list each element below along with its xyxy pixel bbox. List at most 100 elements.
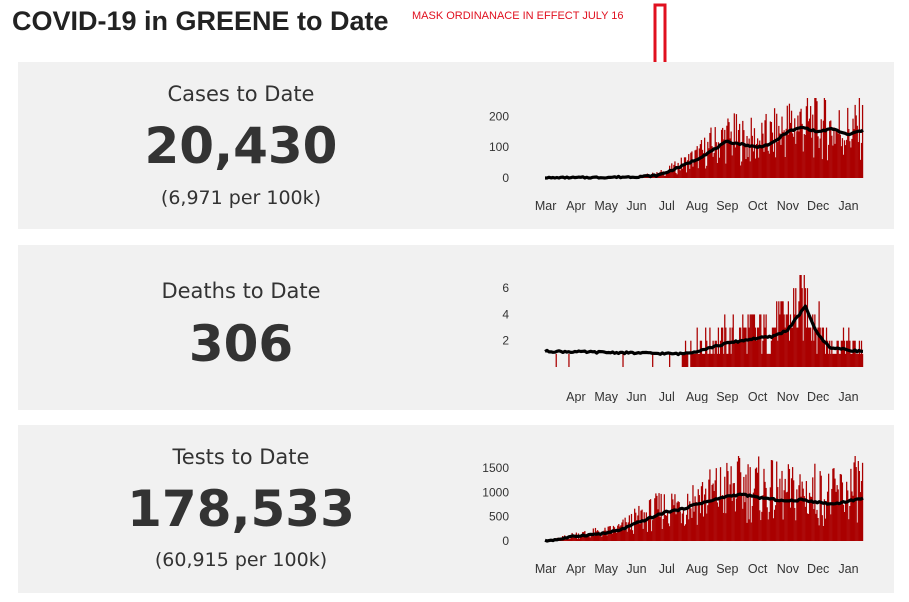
bar [826, 491, 829, 541]
bar [790, 110, 793, 178]
bar [720, 327, 723, 367]
bar [716, 353, 718, 367]
bar [681, 513, 683, 541]
bar [789, 314, 792, 367]
bar [767, 353, 769, 367]
x-tick-label: Sep [716, 390, 738, 403]
bar [838, 110, 840, 178]
bar [858, 340, 861, 367]
bar [729, 327, 731, 367]
bar [730, 466, 732, 541]
bar [798, 131, 800, 178]
bar [731, 500, 733, 541]
bar [743, 476, 745, 541]
bar [805, 106, 808, 178]
moving-average-line [544, 304, 864, 357]
bar [602, 533, 604, 541]
x-tick-label: Jan [838, 562, 858, 576]
bar [764, 120, 766, 178]
bar [807, 513, 810, 541]
bar [783, 314, 785, 367]
bar [722, 127, 724, 178]
bar [642, 528, 644, 541]
x-tick-label: Aug [686, 390, 708, 403]
bar [743, 130, 745, 178]
bar [782, 132, 784, 178]
bar [728, 495, 730, 541]
bar [646, 531, 649, 541]
bar [779, 478, 781, 541]
bar [727, 471, 729, 541]
bar [627, 522, 629, 541]
bar [846, 139, 848, 178]
bar [751, 135, 753, 178]
bar [784, 327, 786, 367]
bar [861, 353, 864, 367]
bar [854, 340, 856, 367]
bar [611, 533, 614, 541]
bar [857, 142, 859, 178]
bar [699, 340, 702, 367]
tests-per-100k: (60,915 per 100k) [154, 549, 328, 571]
bar [610, 530, 612, 541]
bar [848, 519, 850, 541]
bar [740, 472, 742, 541]
bar [805, 327, 808, 367]
x-tick-label: Jun [626, 199, 646, 213]
bar [789, 122, 792, 178]
bar [702, 153, 705, 178]
bar [599, 533, 601, 541]
bar [643, 512, 645, 541]
bar [850, 353, 852, 367]
tests-panel: Tests to Date 178,533 (60,915 per 100k) … [18, 425, 894, 593]
bar [689, 501, 691, 541]
bar [591, 533, 593, 541]
bar [794, 507, 796, 541]
bar [861, 104, 864, 178]
cases-chart: 0 100 200 Mar Apr May Jun Jul Aug Sep Oct Nov Dec Jan [489, 98, 864, 213]
bar [696, 146, 698, 178]
bar [690, 508, 692, 541]
bar [654, 498, 656, 541]
bar [750, 522, 752, 541]
tests-chart: 0 500 1000 1500 Mar Apr May Jun Jul Aug Sep Oct Nov D… [482, 456, 864, 576]
bar [586, 534, 588, 541]
bar [843, 140, 846, 178]
bar [830, 514, 832, 541]
bar [688, 154, 690, 178]
bar [811, 137, 813, 178]
x-tick-label: Nov [777, 390, 800, 403]
bar [749, 161, 751, 178]
moving-average-line [544, 492, 864, 543]
bar [820, 119, 822, 178]
bar [800, 108, 802, 178]
bar [587, 534, 589, 541]
bar [666, 171, 669, 178]
y-tick-label: 0 [502, 534, 509, 548]
bar [755, 143, 758, 178]
cases-label: Cases to Date [167, 82, 315, 106]
bar [762, 495, 764, 541]
bar [665, 171, 668, 178]
bar [849, 141, 851, 178]
bar [828, 353, 830, 367]
bar [666, 510, 669, 541]
bar [669, 353, 671, 367]
bar [664, 515, 667, 541]
bar [841, 482, 844, 541]
bar [753, 314, 756, 367]
bar [744, 502, 746, 541]
bar [839, 134, 841, 178]
bar [635, 512, 637, 541]
bar [804, 288, 806, 367]
bar [742, 120, 744, 178]
bar [797, 501, 799, 541]
bar [848, 327, 850, 367]
bar [644, 518, 646, 541]
bar [692, 353, 694, 367]
bar [728, 340, 730, 367]
bar [741, 340, 743, 367]
x-tick-label: Dec [807, 199, 829, 213]
bar [800, 275, 802, 367]
bar [824, 99, 827, 178]
